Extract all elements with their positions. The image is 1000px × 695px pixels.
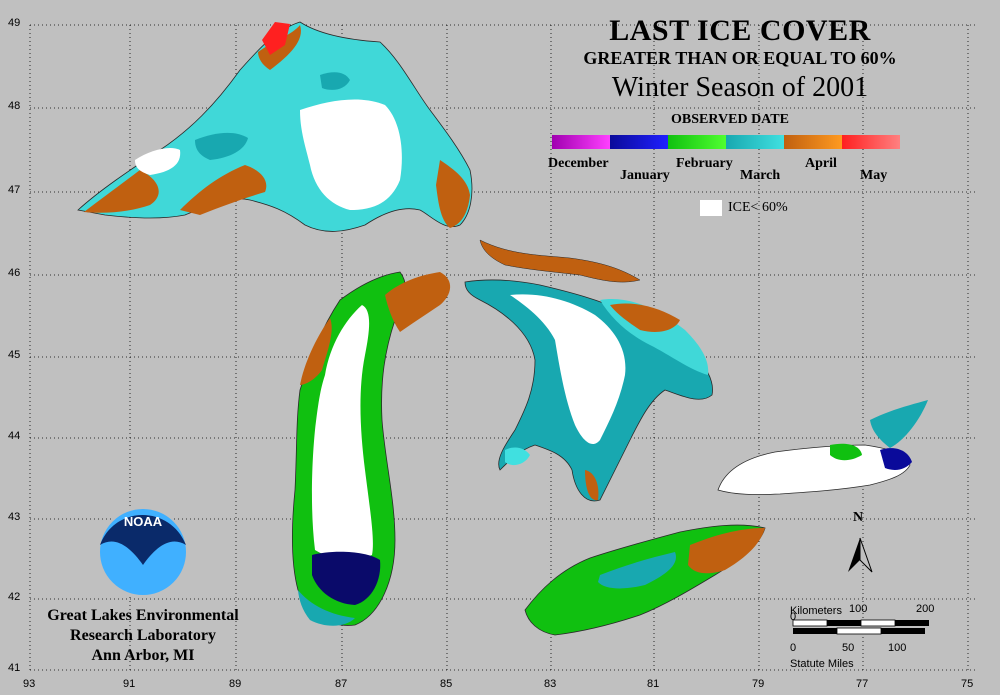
legend-label-april: April [805, 156, 837, 171]
km-tick-0: 0 [790, 611, 797, 623]
lon-label: 93 [23, 678, 36, 690]
north-label: N [853, 510, 864, 525]
legend-label-march: March [740, 168, 781, 183]
noaa-logo [98, 507, 188, 597]
scale-bars [792, 619, 929, 635]
lat-label: 49 [8, 17, 21, 29]
lat-label: 41 [8, 662, 21, 674]
lat-label: 47 [8, 184, 21, 196]
lon-label: 83 [544, 678, 557, 690]
lon-label: 89 [229, 678, 242, 690]
organization-label: Great Lakes Environmental Research Labor… [18, 606, 268, 666]
mi-tick-0: 0 [790, 642, 797, 654]
legend-heading: OBSERVED DATE [671, 112, 789, 127]
lon-label: 87 [335, 678, 348, 690]
legend-swatch-december [552, 135, 610, 149]
lon-label: 81 [647, 678, 660, 690]
lake-huron [464, 279, 713, 502]
legend-swatch-january [610, 135, 668, 149]
lon-label: 77 [856, 678, 869, 690]
km-label: Kilometers [790, 605, 842, 617]
lat-label: 42 [8, 591, 21, 603]
mi-tick-100: 100 [888, 642, 907, 654]
legend-swatch-february [668, 135, 726, 149]
lake-superior [77, 21, 473, 232]
lat-label: 45 [8, 349, 21, 361]
lat-label: 43 [8, 511, 21, 523]
org-line-2: Research Laboratory [70, 627, 216, 644]
north-arrow [848, 537, 873, 573]
org-line-1: Great Lakes Environmental [47, 607, 239, 624]
org-line-3: Ann Arbor, MI [91, 647, 195, 664]
legend-swatch-april [784, 135, 842, 149]
lon-label: 91 [123, 678, 136, 690]
lon-label: 79 [752, 678, 765, 690]
lat-label: 44 [8, 430, 21, 442]
lake-ontario [717, 400, 928, 495]
ice-swatch [700, 200, 722, 216]
lake-michigan [291, 271, 451, 626]
lon-label: 75 [961, 678, 974, 690]
graticule [29, 24, 975, 671]
ice-label: ICE< 60% [728, 200, 788, 215]
legend-label-february: February [676, 156, 733, 171]
legend-label-december: December [548, 156, 609, 171]
legend-label-january: January [620, 168, 670, 183]
lat-label: 48 [8, 100, 21, 112]
legend-label-may: May [860, 168, 888, 183]
season-label: Winter Season of 2001 [611, 72, 869, 103]
legend-swatch-may [842, 135, 900, 149]
north-channel [479, 239, 641, 283]
mi-label: Statute Miles [790, 658, 854, 670]
map-title: LAST ICE COVER [609, 14, 871, 47]
km-tick-200: 200 [916, 603, 935, 615]
legend-color-bar [552, 135, 900, 149]
lake-erie [524, 524, 766, 636]
legend-swatch-march [726, 135, 784, 149]
mi-tick-50: 50 [842, 642, 855, 654]
noaa-logo-text: NOAA [123, 514, 163, 529]
km-tick-100: 100 [849, 603, 868, 615]
lon-label: 85 [440, 678, 453, 690]
map-subtitle: GREATER THAN OR EQUAL TO 60% [583, 48, 897, 68]
lat-label: 46 [8, 267, 21, 279]
